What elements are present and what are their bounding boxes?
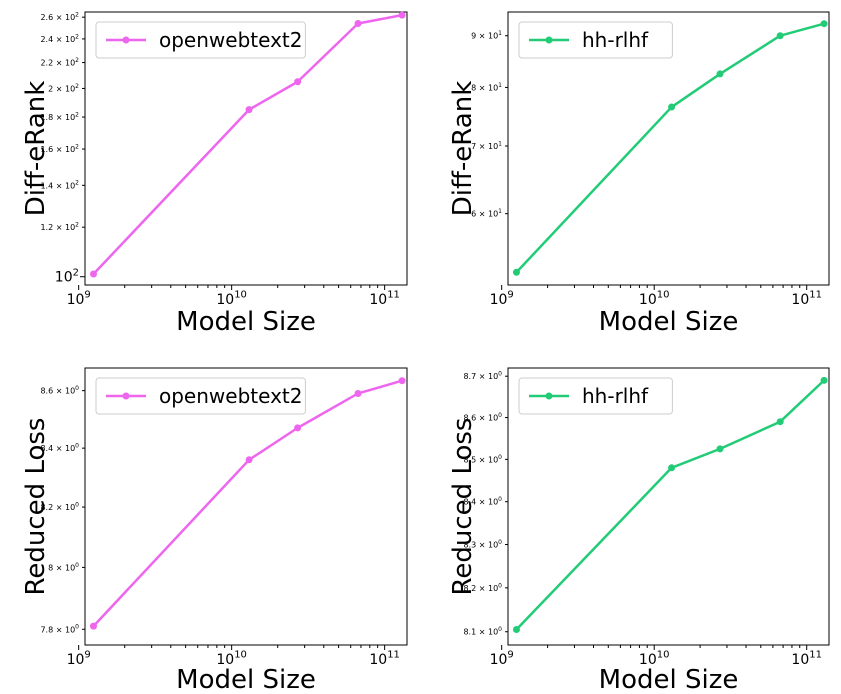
chart-panel-top-right: 109 1010 1011 6 × 101 7 × 101 8 × 101 9 × 101 M… — [448, 11, 830, 337]
y-tick-label: 8.2 × 100 — [463, 582, 502, 593]
y-tick-label: 102 — [55, 267, 79, 285]
x-tick-label: 1010 — [639, 290, 670, 308]
x-tick-label: 1011 — [369, 290, 400, 308]
data-point — [668, 464, 676, 472]
y-tick-label: 2.6 × 102 — [40, 12, 79, 23]
x-tick-label: 1010 — [216, 650, 247, 668]
data-point — [668, 103, 676, 111]
y-tick-label: 8.4 × 100 — [40, 443, 79, 454]
data-point — [776, 418, 784, 426]
data-point — [512, 268, 520, 276]
y-tick-label: 8.2 × 100 — [40, 501, 79, 512]
x-axis-label: Model Size — [599, 307, 739, 337]
data-point — [716, 445, 724, 453]
x-axis-label: Model Size — [599, 665, 739, 694]
y-tick-label: 6 × 101 — [471, 208, 502, 219]
legend-marker — [122, 36, 130, 44]
series-line — [515, 22, 825, 274]
data-point — [512, 626, 520, 634]
y-tick-label: 8.1 × 100 — [463, 626, 502, 637]
x-tick-label: 109 — [490, 290, 514, 308]
data-point — [820, 20, 828, 28]
series-line — [515, 379, 825, 631]
chart-panel-bottom-left: 109 1010 1011 7.8 × 100 8 × 100 8.2 × 100 8.4 … — [21, 367, 408, 694]
axes-frame — [507, 11, 830, 286]
legend-box — [95, 377, 306, 415]
x-tick-label: 1011 — [791, 290, 822, 308]
x-tick-label: 109 — [67, 650, 91, 668]
y-tick-label: 8.7 × 100 — [463, 371, 502, 382]
y-axis-label: Reduced Loss — [448, 418, 478, 596]
y-tick-label: 7.8 × 100 — [40, 624, 79, 635]
legend-marker — [545, 392, 553, 400]
series-line — [92, 379, 403, 628]
data-point — [294, 78, 302, 86]
y-tick-label: 2.4 × 102 — [40, 33, 79, 44]
chart-panel-bottom-right: 109 1010 1011 8.1 × 100 8.2 × 100 8.3 × 100 8.… — [448, 367, 830, 694]
data-point — [89, 622, 97, 630]
y-axis-label: Diff-eRank — [448, 81, 478, 217]
axes-frame — [84, 367, 408, 646]
chart-panel-top-left: 109 1010 1011 102 1.2 × 102 1.4 × 102 1.6 × 10… — [21, 11, 408, 337]
y-tick-label: 9 × 101 — [471, 30, 502, 41]
legend-label: hh-rlhf — [582, 28, 649, 52]
legend-box — [95, 21, 306, 59]
y-tick-label: 1.2 × 102 — [40, 222, 79, 233]
data-point — [398, 377, 406, 385]
data-point — [398, 11, 406, 19]
y-tick-label: 2.2 × 102 — [40, 57, 79, 68]
y-tick-label: 2 × 102 — [48, 83, 79, 94]
data-point — [776, 32, 784, 40]
data-point — [245, 106, 253, 114]
data-point — [354, 389, 362, 397]
legend-label: openwebtext2 — [159, 28, 302, 52]
legend-marker — [545, 36, 553, 44]
legend-box — [518, 21, 673, 59]
y-tick-label: 7 × 101 — [471, 140, 502, 151]
data-point — [245, 456, 253, 464]
data-point — [716, 70, 724, 78]
y-tick-label: 8 × 100 — [48, 562, 79, 573]
x-axis-label: Model Size — [176, 307, 316, 337]
legend-box — [518, 377, 673, 415]
y-tick-label: 8.4 × 100 — [463, 496, 502, 507]
data-point — [89, 270, 97, 278]
y-tick-label: 1.6 × 102 — [40, 143, 79, 154]
x-axis-label: Model Size — [176, 665, 316, 694]
x-tick-label: 1010 — [216, 290, 247, 308]
y-tick-label: 8.5 × 100 — [463, 454, 502, 465]
data-point — [354, 20, 362, 28]
legend-marker — [122, 392, 130, 400]
data-point — [294, 424, 302, 432]
y-axis-label: Diff-eRank — [21, 81, 51, 217]
y-axis-label: Reduced Loss — [21, 418, 51, 596]
x-tick-label: 1010 — [639, 650, 670, 668]
x-tick-label: 109 — [490, 650, 514, 668]
axes-frame — [507, 367, 830, 646]
x-tick-label: 1011 — [369, 650, 400, 668]
x-tick-label: 1011 — [791, 650, 822, 668]
y-tick-label: 1.4 × 102 — [40, 180, 79, 191]
y-tick-label: 8.6 × 100 — [463, 412, 502, 423]
y-tick-label: 8 × 101 — [471, 82, 502, 93]
legend-label: openwebtext2 — [159, 384, 302, 408]
y-tick-label: 1.8 × 102 — [40, 111, 79, 122]
legend-label: hh-rlhf — [582, 384, 649, 408]
x-tick-label: 109 — [67, 290, 91, 308]
y-tick-label: 8.3 × 100 — [463, 539, 502, 550]
data-point — [820, 376, 828, 384]
y-tick-label: 8.6 × 100 — [40, 385, 79, 396]
axes-frame — [84, 11, 408, 286]
